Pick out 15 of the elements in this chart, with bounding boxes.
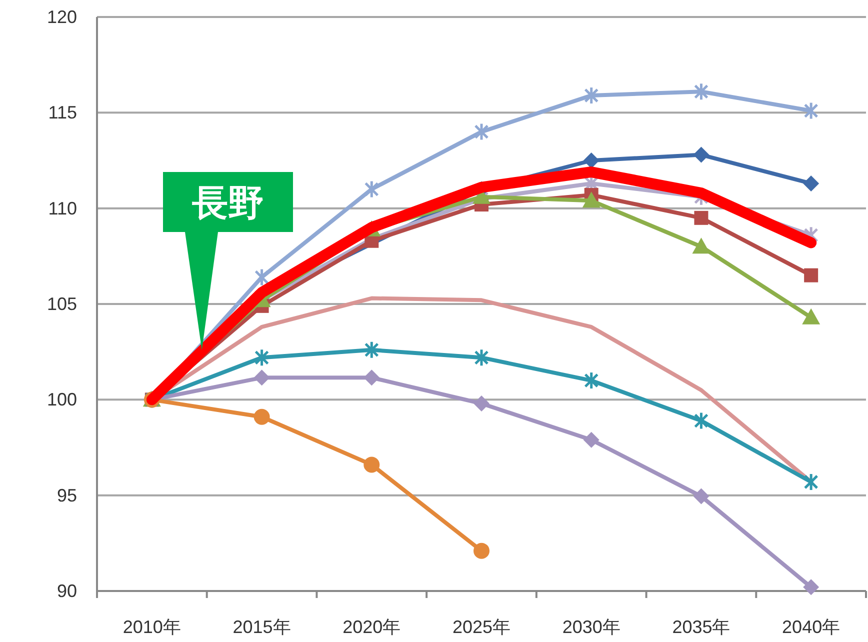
y-tick-label: 110 bbox=[48, 198, 77, 218]
x-tick-label: 2040年 bbox=[782, 617, 840, 637]
y-tick-label: 95 bbox=[56, 485, 77, 506]
y-tick-label: 115 bbox=[48, 102, 77, 123]
x-tick-label: 2025年 bbox=[452, 617, 511, 637]
x-tick-label: 2020年 bbox=[342, 617, 401, 637]
y-tick-label: 90 bbox=[56, 581, 77, 601]
x-tick-label: 2015年 bbox=[232, 617, 291, 637]
y-tick-label: 120 bbox=[46, 7, 77, 27]
x-tick-label: 2030年 bbox=[562, 617, 620, 637]
x-tick-label: 2035年 bbox=[672, 617, 730, 637]
y-tick-label: 100 bbox=[46, 390, 77, 410]
x-tick-label: 2010年 bbox=[122, 617, 181, 637]
series-label: 長野 bbox=[191, 182, 264, 223]
y-tick-label: 105 bbox=[46, 294, 77, 314]
